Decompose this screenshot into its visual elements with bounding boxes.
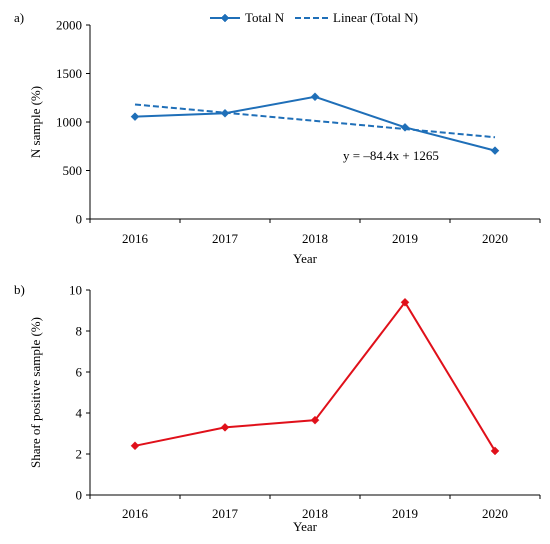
panel1-series-1-point [310,92,320,102]
panel2-series-1-point [130,441,140,451]
panel2-series-1-point [310,415,320,425]
panel1-series-2-line [134,103,496,139]
panel1-x-tick-label: 2019 [392,231,418,246]
panel1-y-tick-label: 2000 [56,18,82,33]
panel2-x-tick-label: 2020 [482,506,508,521]
panel1-y-axis-title: N sample (%) [28,86,43,158]
panel1-x-tick-label: 2016 [122,231,149,246]
panel2-y-tick-label: 0 [76,488,83,503]
panel1-x-tick-label: 2020 [482,231,508,246]
panel1-series-1-line [134,95,496,152]
panel2-x-tick-label: 2018 [302,506,328,521]
panel2-series-1-point [220,422,230,432]
panel1-y-tick-label: 500 [63,163,83,178]
panel2-y-tick-label: 2 [76,447,83,462]
panel1-series-1-point [490,146,500,155]
panel1-x-tick-label: 2018 [302,231,328,246]
panel2-label: b) [14,282,25,297]
panel2-y-tick-label: 10 [69,283,82,298]
panel1-x-axis-title: Year [293,251,318,266]
panel2-y-tick-label: 8 [76,324,83,339]
panel2-x-tick-label: 2017 [212,506,239,521]
panel2-series-1-point [490,446,500,456]
panel1-legend-marker-1 [220,13,230,23]
panel1-trend-equation: y = –84.4x + 1265 [343,148,439,163]
panel1-series-1-point [130,112,140,122]
panel1-x-tick-label: 2017 [212,231,239,246]
panel2-y-axis-title: Share of positive sample (%) [28,317,43,468]
panel2-x-tick-label: 2019 [392,506,418,521]
panel1-y-tick-label: 1000 [56,115,82,130]
panel2-x-axis-title: Year [293,519,318,534]
panel1-y-tick-label: 1500 [56,66,82,81]
panel2-series-1-point [400,297,410,307]
panel2-y-tick-label: 4 [76,406,83,421]
panel1-series-1-point [400,122,410,132]
panel1-legend-label-1: Total N [245,10,285,25]
panel2-y-tick-label: 6 [76,365,83,380]
panel2-series-1-line [134,300,496,452]
panel2-x-tick-label: 2016 [122,506,149,521]
panel1-legend-label-2: Linear (Total N) [333,10,418,25]
panel1-y-tick-label: 0 [76,212,83,227]
panel1-label: a) [14,10,24,25]
